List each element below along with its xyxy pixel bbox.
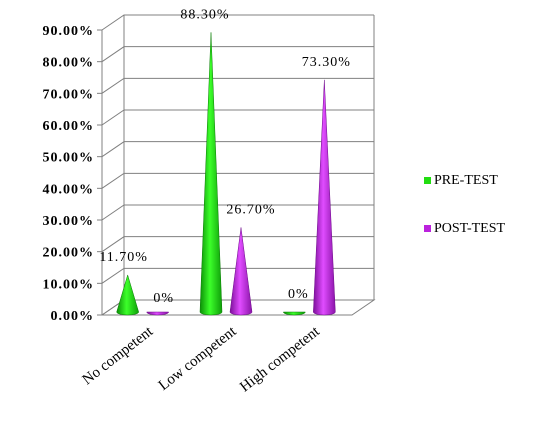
x-category-label: High competent — [237, 323, 323, 395]
gridline — [101, 14, 374, 31]
data-label: 0% — [153, 291, 174, 306]
data-label: 88.30% — [180, 7, 229, 22]
legend-label: POST-TEST — [434, 221, 506, 236]
y-tick-label: 90.00% — [43, 24, 95, 39]
y-tick-label: 0.00% — [51, 309, 95, 324]
data-label: 26.70% — [226, 202, 275, 217]
data-label: 0% — [288, 287, 309, 302]
data-labels: 11.70% 0% 88.30% 26.70% 0% 73.30% — [99, 7, 351, 306]
cone-pre-test-low-competent — [199, 32, 223, 316]
x-category-label: Low competent — [156, 323, 240, 394]
data-label: 11.70% — [99, 250, 148, 265]
y-tick-label: 30.00% — [43, 214, 95, 229]
x-category-label: No competent — [80, 323, 157, 388]
cone-post-test-no-competent — [146, 311, 169, 316]
cone-post-test-low-competent — [229, 227, 253, 316]
chart-grid — [100, 14, 376, 316]
y-tick-label: 70.00% — [43, 87, 95, 102]
gridline — [101, 141, 374, 158]
y-tick-label: 20.00% — [43, 246, 95, 261]
y-axis: 0.00% 10.00% 20.00% 30.00% 40.00% 50.00% 60.00… — [43, 24, 103, 324]
plot-area — [116, 32, 336, 316]
legend-swatch — [424, 177, 431, 184]
gridline — [101, 77, 374, 94]
cone-pre-test-high-competent — [283, 311, 306, 316]
y-tick-label: 80.00% — [43, 56, 95, 71]
y-tick-label: 40.00% — [43, 182, 95, 197]
legend-label: PRE-TEST — [434, 173, 498, 188]
data-label: 73.30% — [302, 55, 351, 70]
legend: PRE-TEST POST-TEST — [424, 173, 506, 236]
gridline — [101, 172, 374, 189]
cone-pre-test-no-competent — [116, 274, 139, 316]
gridline — [101, 109, 374, 126]
y-tick-label: 60.00% — [43, 119, 95, 134]
y-tick-label: 10.00% — [43, 277, 95, 292]
y-tick-label: 50.00% — [43, 151, 95, 166]
legend-swatch — [424, 225, 431, 232]
cone-post-test-high-competent — [313, 79, 336, 316]
chart-floor — [100, 299, 376, 316]
